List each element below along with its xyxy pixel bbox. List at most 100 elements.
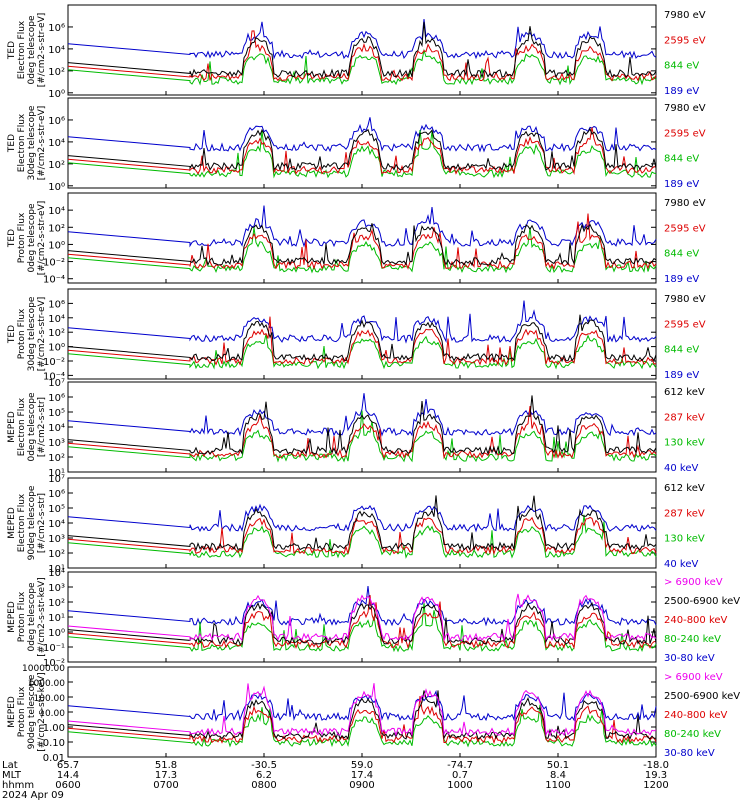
series-line <box>67 300 657 344</box>
legend-entry: 40 keV <box>664 463 698 474</box>
legend-entry: > 6900 keV <box>664 672 723 683</box>
legend-entry: 287 keV <box>664 412 705 423</box>
y-tick-label: 10⁻¹ <box>43 643 65 654</box>
x-tick-label: 14.4 <box>57 770 79 781</box>
legend-entry: 130 keV <box>664 438 705 449</box>
y-axis-label: TED <box>7 229 17 248</box>
x-tick-label: 1100 <box>545 780 570 791</box>
y-axis-label: TED <box>7 134 17 153</box>
x-row-label: MLT <box>2 770 22 781</box>
legend-entry: 7980 eV <box>664 198 706 209</box>
y-tick-label: 10⁵ <box>48 408 65 419</box>
legend-entry: 240-800 keV <box>664 615 728 626</box>
x-tick-label: -18.0 <box>643 760 669 771</box>
y-tick-label: 10⁴ <box>48 45 65 56</box>
y-tick-label: 10⁰ <box>48 343 65 354</box>
panel-frame <box>67 97 657 189</box>
y-tick-label: 10⁴ <box>48 423 65 434</box>
legend-entry: 844 eV <box>664 249 699 260</box>
y-tick-label: 10⁻⁴ <box>43 371 65 382</box>
x-tick-label: 17.4 <box>351 770 373 781</box>
legend-entry: 7980 eV <box>664 294 706 305</box>
y-axis-label: 30deg telescope <box>27 105 37 180</box>
y-axis-label: [#/cm2-s-str-eV] <box>37 201 47 276</box>
y-tick-label: 1000.00 <box>28 679 65 689</box>
series-line <box>67 205 657 248</box>
y-tick-label: 10⁷ <box>48 474 65 485</box>
legend-entry: 189 eV <box>664 274 699 285</box>
panel-frame <box>67 571 657 663</box>
series-line <box>67 127 657 176</box>
y-tick-label: 10⁶ <box>48 299 65 310</box>
x-tick-label: -30.5 <box>251 760 277 771</box>
legend-entry: 844 eV <box>664 154 699 165</box>
legend-entry: 40 keV <box>664 559 698 570</box>
y-tick-label: 10⁻² <box>43 357 65 368</box>
y-axis-label: TED <box>7 325 17 344</box>
date-label: 2024 Apr 09 <box>2 790 64 800</box>
series-line <box>67 514 657 559</box>
series-line <box>67 129 657 179</box>
series-line <box>67 227 657 274</box>
y-tick-label: 10⁴ <box>48 519 65 530</box>
y-axis-label: Electron Flux <box>17 493 27 552</box>
y-tick-label: 10² <box>48 598 65 609</box>
panel-8 <box>67 666 657 758</box>
x-tick-label: 8.4 <box>550 770 566 781</box>
series-line <box>67 585 657 627</box>
legend-entry: 2595 eV <box>664 35 706 46</box>
series-line <box>67 223 657 267</box>
series-line <box>67 602 657 646</box>
legend-entry: 80-240 keV <box>664 729 721 740</box>
y-axis-label: 0deg telescope <box>27 15 37 85</box>
x-tick-label: 0900 <box>349 780 374 791</box>
legend-entry: 30-80 keV <box>664 653 715 664</box>
y-tick-label: 0.01 <box>43 753 65 764</box>
y-axis-label: 0deg telescope <box>27 203 37 273</box>
legend-entry: 240-800 keV <box>664 710 728 721</box>
y-tick-label: 10⁶ <box>48 489 65 500</box>
y-tick-label: 10² <box>48 160 65 171</box>
y-tick-label: 10² <box>48 328 65 339</box>
series-line <box>67 395 657 456</box>
x-tick-label: 50.1 <box>547 760 569 771</box>
y-axis-label: 90deg telescope <box>27 485 37 560</box>
y-axis-label: MEPED <box>7 507 17 539</box>
series-line <box>67 19 657 60</box>
y-axis-label: 0deg telescope <box>27 582 37 652</box>
legend-entry: > 6900 keV <box>664 577 723 588</box>
y-tick-label: 10000.00 <box>22 664 65 674</box>
y-axis-label: MEPED <box>7 601 17 633</box>
legend-entry: 612 keV <box>664 387 705 398</box>
y-tick-label: 10⁴ <box>48 138 65 149</box>
series-line <box>67 595 657 650</box>
legend-entry: 7980 eV <box>664 103 706 114</box>
y-tick-label: 10² <box>48 549 65 560</box>
x-row-label: hhmm <box>2 780 34 791</box>
y-axis-label: [#/cm2-s-str-eV] <box>37 297 47 372</box>
legend-entry: 2595 eV <box>664 319 706 330</box>
x-row-label: Lat <box>2 760 18 771</box>
series-line <box>67 593 657 642</box>
y-axis-label: Electron Flux <box>17 20 27 79</box>
y-tick-label: 10⁵ <box>48 504 65 515</box>
y-axis-label: MEPED <box>7 696 17 728</box>
x-tick-label: -74.7 <box>447 760 473 771</box>
y-axis-label: 30deg telescope <box>27 296 37 371</box>
x-tick-label: 0600 <box>55 780 80 791</box>
series-line <box>67 410 657 463</box>
y-tick-label: 1.00 <box>43 723 65 734</box>
y-tick-label: 100.00 <box>34 694 66 704</box>
y-axis-label: [#/cm2-s-str] <box>37 493 47 553</box>
panel-2 <box>67 97 657 189</box>
y-axis-label: TED <box>7 41 17 60</box>
x-tick-label: 17.3 <box>155 770 177 781</box>
y-axis-label: [#/cm2-s-str] <box>37 397 47 457</box>
panel-5 <box>67 381 657 473</box>
series-line <box>67 690 657 741</box>
legend-entry: 7980 eV <box>664 10 706 21</box>
series-line <box>67 314 657 363</box>
y-tick-label: 10¹ <box>48 613 65 624</box>
legend-entry: 287 keV <box>664 508 705 519</box>
